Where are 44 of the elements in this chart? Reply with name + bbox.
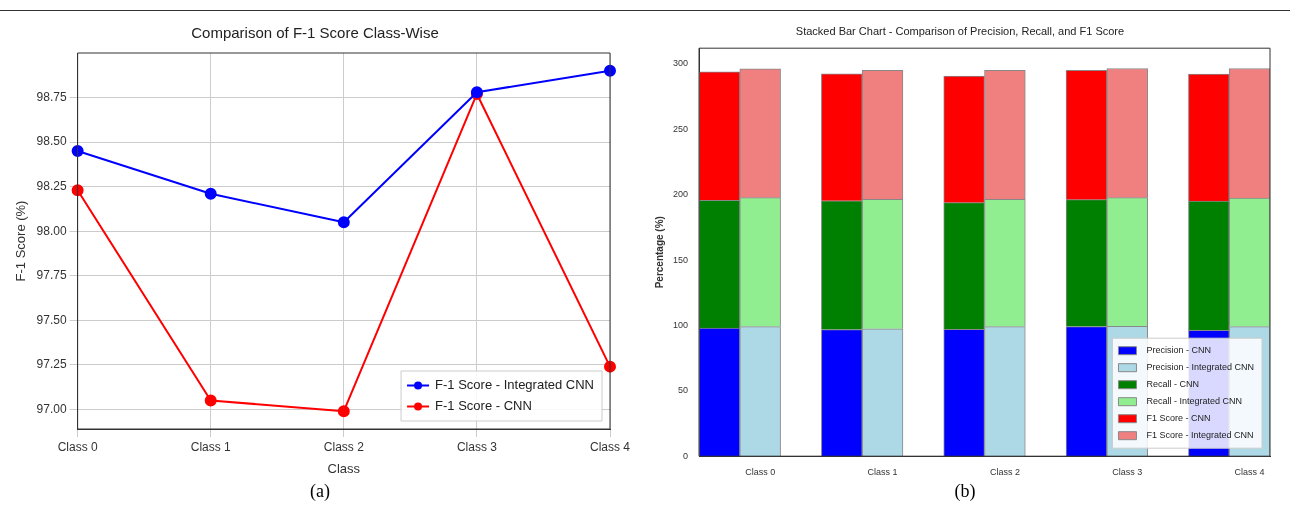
legend-label: Precision - Integrated CNN xyxy=(1146,362,1254,373)
text: (a) xyxy=(309,481,331,502)
y-tick-label: 200 xyxy=(672,189,689,200)
legend-label: F-1 Score - CNN xyxy=(435,398,532,414)
legend-label: F-1 Score - Integrated CNN xyxy=(435,377,595,393)
x-tick-label: Class 3 xyxy=(456,439,498,454)
y-tick-label: 98.25 xyxy=(36,178,67,193)
x-tick-label: Class 4 xyxy=(1234,467,1265,478)
y-tick-label: 50 xyxy=(678,385,689,396)
y-tick-label: 98.00 xyxy=(36,223,67,238)
y-tick-label: 98.50 xyxy=(36,134,67,149)
y-tick-label: 97.00 xyxy=(36,401,67,416)
y-tick-label: 250 xyxy=(672,123,689,134)
x-tick-label: Class 2 xyxy=(989,467,1020,478)
x-tick-label: Class 4 xyxy=(589,439,631,454)
chart-title: Comparison of F-1 Score Class-Wise xyxy=(191,24,439,42)
legend-label: Recall - Integrated CNN xyxy=(1146,396,1242,407)
x-axis-title: Class xyxy=(327,460,361,476)
x-tick-label: Class 1 xyxy=(190,439,232,454)
y-tick-label: 97.50 xyxy=(36,312,67,327)
legend-label: F1 Score - Integrated CNN xyxy=(1146,430,1254,441)
point xyxy=(204,394,217,407)
y-tick-label: 97.25 xyxy=(36,357,67,372)
text: (b) xyxy=(953,481,977,502)
y-axis-title: F-1 Score (%) xyxy=(13,200,29,282)
point xyxy=(337,405,350,418)
legend-label: F1 Score - CNN xyxy=(1146,413,1211,424)
x-tick-label: Class 0 xyxy=(57,439,98,454)
y-tick-label: 97.75 xyxy=(36,268,67,283)
point xyxy=(204,187,217,200)
y-tick-label: 150 xyxy=(672,254,689,265)
x-tick-label: Class 3 xyxy=(1112,467,1143,478)
y-tick-label: 100 xyxy=(672,319,689,330)
y-axis-title: Percentage (%) xyxy=(653,216,665,289)
y-tick-label: 98.75 xyxy=(36,89,67,104)
legend-label: Recall - CNN xyxy=(1146,379,1199,390)
point xyxy=(337,216,350,229)
x-tick-label: Class 1 xyxy=(867,467,898,478)
x-tick-label: Class 0 xyxy=(745,467,776,478)
y-tick-label: 0 xyxy=(683,450,689,461)
x-tick-label: Class 2 xyxy=(323,439,365,454)
y-tick-label: 300 xyxy=(672,58,689,69)
legend-label: Precision - CNN xyxy=(1146,345,1211,356)
chart-title: Stacked Bar Chart - Comparison of Precision, Recall, and F1 Score xyxy=(795,24,1125,37)
